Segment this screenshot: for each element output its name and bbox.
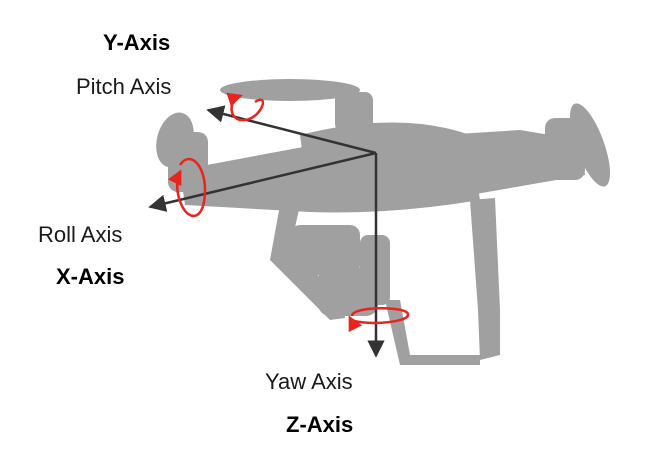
- pitch-rotation-arrow: [226, 92, 265, 122]
- yaw-axis-label: Yaw Axis: [265, 369, 353, 394]
- roll-axis-line: [148, 151, 377, 212]
- landing-skid: [385, 300, 480, 365]
- propeller-rear-left: [220, 79, 360, 101]
- y-axis-label: Y-Axis: [103, 30, 170, 55]
- pitch-axis-label: Pitch Axis: [76, 74, 171, 99]
- gimbal-mount: [290, 225, 360, 275]
- drone-shell: [300, 122, 480, 213]
- x-axis-label: X-Axis: [56, 264, 124, 289]
- motor-rear-left: [335, 92, 373, 132]
- landing-leg-right: [470, 198, 500, 360]
- roll-axis-label: Roll Axis: [38, 222, 122, 247]
- rotation-arrows: [167, 92, 410, 333]
- yaw-rotation-arrow: [348, 306, 410, 333]
- roll-rotation-arrow: [167, 157, 207, 218]
- z-axis-label: Z-Axis: [286, 412, 353, 437]
